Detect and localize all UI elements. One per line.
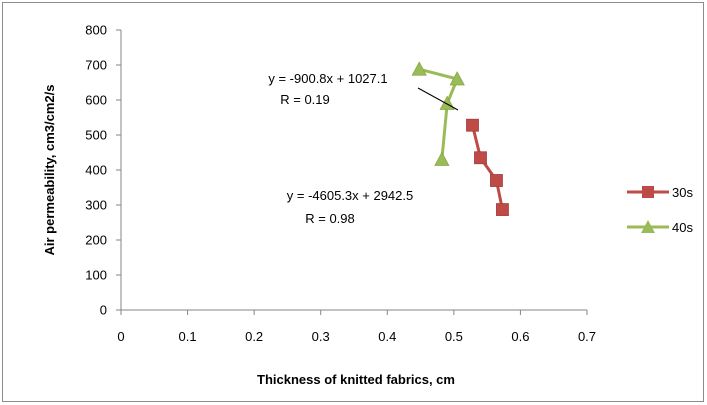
series-line — [418, 67, 459, 160]
data-point — [449, 71, 465, 86]
data-point — [411, 61, 427, 76]
legend-marker — [641, 220, 655, 233]
y-tick-label: 500 — [85, 128, 107, 143]
data-point — [434, 151, 450, 166]
series-30s — [466, 118, 509, 216]
legend: 30s 40s — [627, 185, 693, 235]
y-tick-label: 0 — [100, 303, 107, 318]
r-value-text: R = 0.19 — [280, 92, 330, 107]
x-tick-label: 0.6 — [511, 329, 529, 344]
y-tick-label: 400 — [85, 163, 107, 178]
y-axis-title: Air permeability, cm3/cm2/s — [42, 84, 57, 255]
legend-marker — [642, 186, 654, 198]
x-tick-label: 0.5 — [445, 329, 463, 344]
y-tick-label: 200 — [85, 233, 107, 248]
annotation-leader-line — [417, 87, 459, 111]
x-tick-label: 0 — [117, 329, 124, 344]
x-tick-label: 0.3 — [312, 329, 330, 344]
y-tick-label: 600 — [85, 93, 107, 108]
data-point — [439, 95, 455, 110]
legend-item-30s: 30s — [627, 185, 693, 200]
y-tick-label: 700 — [85, 58, 107, 73]
legend-item-40s: 40s — [627, 220, 693, 235]
data-point — [466, 118, 479, 132]
equation-text: y = -900.8x + 1027.1 — [268, 71, 387, 86]
ticks: 0 100 200 300 400 500 600 700 800 0 0.1 0.2 0.3 0.4 0.… — [85, 23, 596, 345]
data-point — [474, 151, 487, 165]
x-tick-label: 0.1 — [179, 329, 197, 344]
series-layer — [411, 61, 509, 216]
y-tick-label: 100 — [85, 268, 107, 283]
x-tick-label: 0.4 — [378, 329, 396, 344]
x-tick-label: 0.2 — [245, 329, 263, 344]
series-line — [471, 124, 504, 210]
x-axis-title: Thickness of knitted fabrics, cm — [257, 372, 455, 387]
x-tick-label: 0.7 — [578, 329, 596, 344]
r-value-text: R = 0.98 — [305, 211, 355, 226]
trendline-equation-40s: y = -900.8x + 1027.1 R = 0.19 — [268, 71, 459, 111]
data-point — [496, 203, 509, 216]
series-40s — [411, 61, 465, 166]
data-point — [490, 174, 503, 187]
legend-label: 30s — [672, 185, 693, 200]
legend-label: 40s — [672, 220, 693, 235]
y-tick-label: 800 — [85, 23, 107, 38]
equation-text: y = -4605.3x + 2942.5 — [287, 188, 413, 203]
y-tick-label: 300 — [85, 198, 107, 213]
trendline-equation-30s: y = -4605.3x + 2942.5 R = 0.98 — [287, 188, 413, 226]
